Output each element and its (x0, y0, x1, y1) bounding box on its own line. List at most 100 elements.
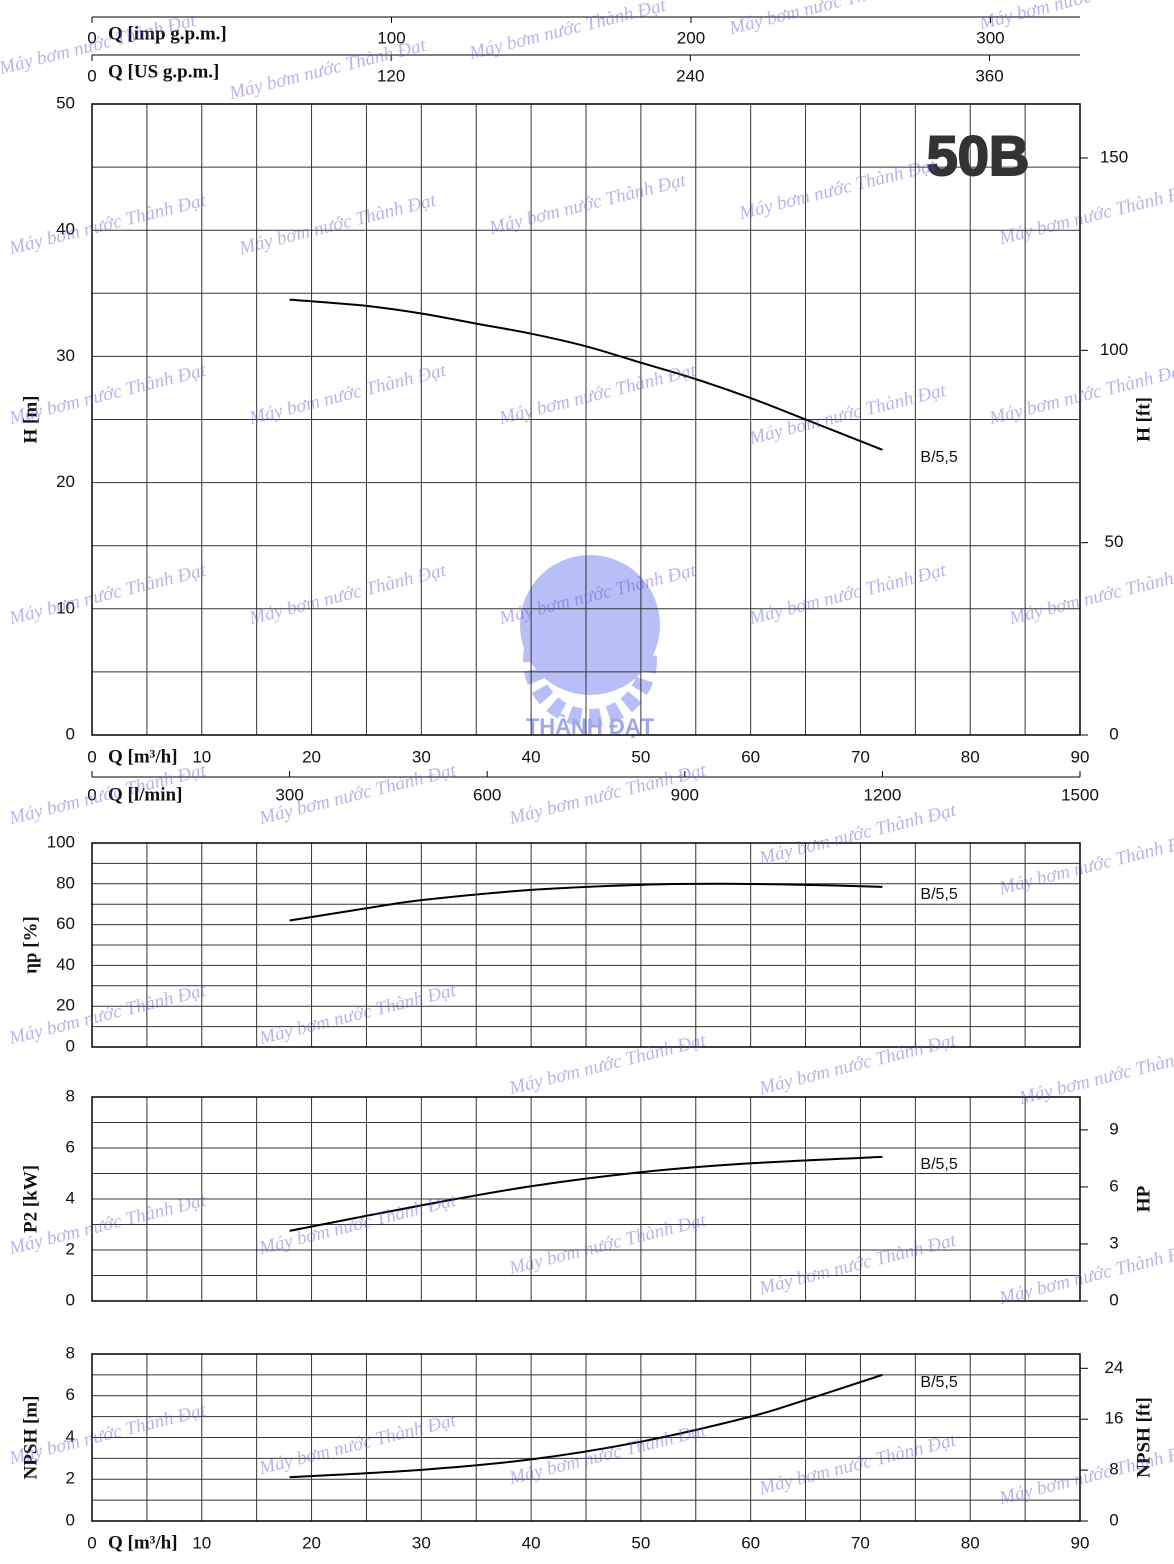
x-tick-label: 80 (961, 747, 980, 766)
y-tick-label: 2 (66, 1239, 75, 1258)
x2-tick-label: 900 (671, 785, 699, 804)
y-tick-label: 30 (56, 346, 75, 365)
x-tick-label: 10 (192, 1533, 211, 1552)
top-tick-label: 100 (377, 28, 405, 47)
x2-tick-label: 1200 (863, 785, 901, 804)
top-tick-label: 0 (87, 28, 96, 47)
y-tick-label: 40 (56, 220, 75, 239)
series-label: B/5,5 (920, 449, 957, 466)
x-tick-label: 0 (87, 1533, 96, 1552)
watermark: Máy bơm nước Thành Đạt (736, 155, 938, 225)
watermark: Máy bơm nước Thành Đạt (486, 170, 688, 240)
y2-tick-label: 3 (1109, 1233, 1118, 1252)
watermark: Máy bơm nước Thành Đạt (506, 1210, 708, 1280)
y-tick-label: 10 (56, 598, 75, 617)
y2-axis-label: NPSH [ft] (1133, 1397, 1154, 1478)
x-tick-label: 40 (522, 747, 541, 766)
watermark: Máy bơm nước Thành Đạt (6, 560, 208, 630)
y-tick-label: 50 (56, 93, 75, 112)
watermark: Máy bơm nước Thành Đạt (756, 800, 958, 870)
x-tick-label: 70 (851, 1533, 870, 1552)
y2-tick-label: 0 (1109, 1290, 1118, 1309)
panel: 0 20 40 60 80 100 ηp [%] B/5,5 (20, 832, 1081, 1055)
x-tick-label: 60 (741, 747, 760, 766)
x2-tick-label: 600 (473, 785, 501, 804)
plot-frame (91, 103, 1081, 736)
watermark: Máy bơm nước Thành Đạt (506, 1030, 708, 1100)
watermark: Máy bơm nước Thành Đạt (756, 1230, 958, 1300)
x-tick-label: 60 (741, 1533, 760, 1552)
watermark: Máy bơm nước Thành Đạt (6, 360, 208, 430)
watermark: Máy bơm nước Thành Đạt (756, 1430, 958, 1500)
x-tick-label: 90 (1071, 1533, 1090, 1552)
y-axis-label: NPSH [m] (20, 1396, 41, 1480)
y2-tick-label: 24 (1105, 1358, 1124, 1377)
y2-tick-label: 100 (1100, 340, 1128, 359)
x-tick-label: 40 (522, 1533, 541, 1552)
y2-tick-label: 150 (1100, 147, 1128, 166)
y-tick-label: 2 (66, 1469, 75, 1488)
plot-frame (91, 1353, 1081, 1522)
y-axis-label: H [m] (20, 395, 41, 443)
x2-tick-label: 0 (87, 785, 96, 804)
watermark: Máy bơm nước Thành Đạt (236, 190, 438, 260)
plot-frame (91, 842, 1081, 1048)
top-axis-label: Q [imp g.p.m.] (108, 23, 227, 44)
x2-tick-label: 300 (275, 785, 303, 804)
x-axis-label: Q [m³/h] (108, 746, 178, 767)
y-tick-label: 80 (56, 873, 75, 892)
curve (289, 1373, 883, 1479)
top-tick-label: 120 (377, 66, 405, 85)
watermark: Máy bơm nước Thành Đạt (496, 360, 698, 430)
watermark: Máy bơm nước Thành Đạt (1006, 560, 1174, 630)
series-label: B/5,5 (920, 1156, 957, 1173)
y-tick-label: 20 (56, 472, 75, 491)
y-tick-label: 40 (56, 955, 75, 974)
y-tick-label: 0 (66, 1036, 75, 1055)
y-tick-label: 0 (66, 1290, 75, 1309)
x-tick-label: 90 (1071, 747, 1090, 766)
y-axis-label: ηp [%] (20, 916, 41, 974)
y2-tick-label: 16 (1105, 1409, 1124, 1428)
y2-tick-label: 50 (1105, 532, 1124, 551)
watermark: Máy bơm nước Thành Đạt (996, 180, 1174, 250)
watermark: Máy bơm nước Thành Đạt (6, 980, 208, 1050)
watermark: Máy bơm nước Thành Đạt (726, 0, 928, 39)
curve (289, 882, 883, 922)
y-tick-label: 4 (66, 1427, 75, 1446)
curve (289, 298, 883, 451)
watermark: Máy bơm nước Thành Đạt (746, 560, 948, 630)
x-tick-label: 30 (412, 1533, 431, 1552)
watermark: Máy bơm nước Thành Đạt (1016, 1040, 1174, 1110)
top-tick-label: 200 (677, 28, 705, 47)
watermark: Máy bơm nước Thành Đạt (246, 560, 448, 630)
panel: 0 2 4 6 8 P2 [kW] 0 3 6 9 HP B/5,5 (20, 1086, 1154, 1309)
y-axis-label: P2 [kW] (20, 1165, 41, 1233)
panel: 0 10 20 30 40 50 H [m] 0 50 100 150 H [ft] 0 10 20 30 40… (20, 16, 1154, 805)
x-tick-label: 50 (631, 1533, 650, 1552)
x-tick-label: 10 (192, 747, 211, 766)
top-tick-label: 240 (676, 66, 704, 85)
watermark: Máy bơm nước Thành Đạt (256, 980, 458, 1050)
x2-axis-label: Q [l/min] (108, 784, 182, 805)
top-tick-label: 0 (87, 66, 96, 85)
y2-tick-label: 9 (1109, 1119, 1118, 1138)
y-tick-label: 6 (66, 1137, 75, 1156)
y2-axis-label: HP (1133, 1185, 1154, 1212)
y-tick-label: 100 (47, 832, 75, 851)
x-axis-label: Q [m³/h] (108, 1532, 178, 1553)
y-tick-label: 60 (56, 914, 75, 933)
x-tick-label: 50 (631, 747, 650, 766)
y-tick-label: 4 (66, 1188, 75, 1207)
watermark: Máy bơm nước Thành Đạt (246, 360, 448, 430)
watermark: Máy bơm nước Thành Đạt (746, 380, 948, 450)
curve (289, 1155, 883, 1232)
watermark: Máy bơm nước Thành Đạt (996, 830, 1174, 900)
y-tick-label: 0 (66, 724, 75, 743)
x-tick-label: 70 (851, 747, 870, 766)
y2-tick-label: 8 (1109, 1460, 1118, 1479)
y2-tick-label: 0 (1109, 1510, 1118, 1529)
series-label: B/5,5 (920, 886, 957, 903)
